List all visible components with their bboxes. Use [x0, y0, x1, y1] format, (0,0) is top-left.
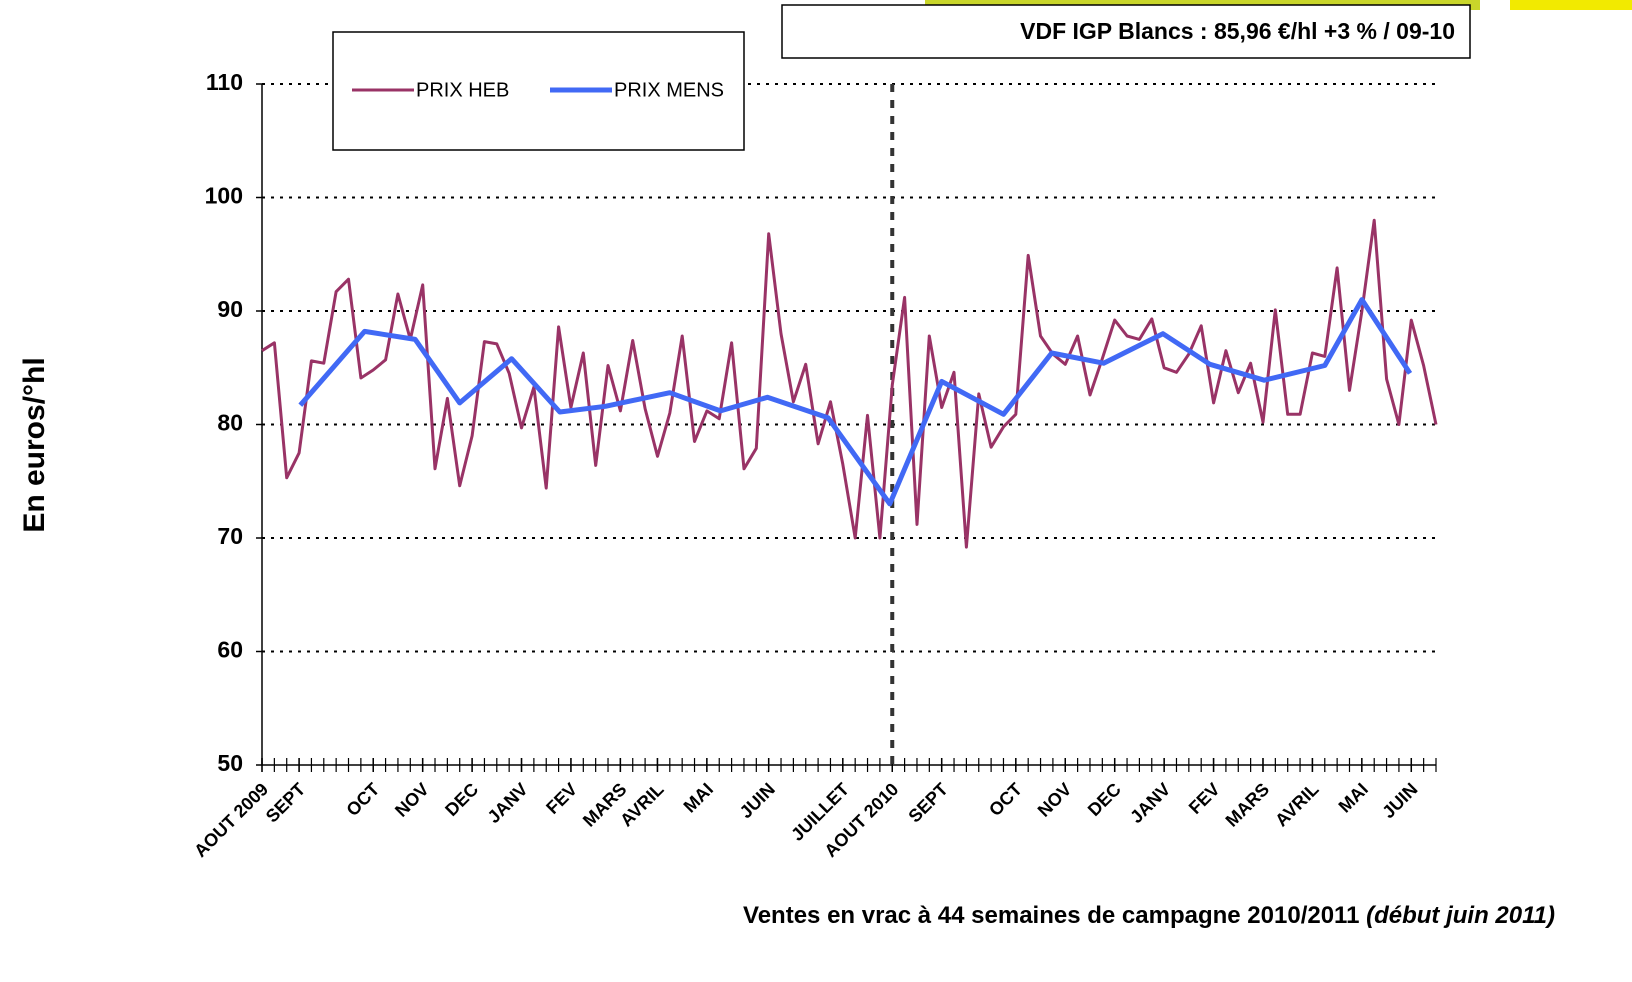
x-tick-label: SEPT [904, 779, 951, 826]
x-tick-label: NOV [391, 779, 433, 821]
x-axis-label-note: (début juin 2011) [1366, 902, 1555, 929]
x-tick-label: FEV [1185, 779, 1224, 818]
x-tick-label: FEV [542, 779, 581, 818]
y-tick-label: 90 [217, 296, 243, 322]
x-tick-label: MAI [1335, 779, 1372, 816]
annotation-box [781, 4, 1471, 59]
x-tick-label: OCT [342, 779, 383, 820]
x-tick-label: MARS [1222, 779, 1274, 831]
x-tick-label: AOUT 2009 [190, 779, 272, 861]
legend-label: PRIX MENS [614, 79, 724, 101]
annotation: VDF IGP Blancs : 85,96 €/hl +3 % / 09-10 [1020, 18, 1455, 44]
x-axis-label-main: Ventes en vrac à 44 semaines de campagne… [743, 902, 1359, 929]
series-line [261, 218, 1438, 549]
x-tick-label: DEC [441, 779, 482, 820]
x-tick-label: JUIN [1378, 779, 1421, 822]
x-tick-label: SEPT [262, 779, 309, 826]
y-tick-label: 60 [217, 637, 243, 663]
x-tick-label: DEC [1084, 779, 1125, 820]
y-tick-label: 80 [217, 410, 243, 436]
x-axis-label: Ventes en vrac à 44 semaines de campagne… [743, 902, 1555, 929]
x-tick-label: JUIN [736, 779, 779, 822]
y-tick-label: 50 [217, 750, 243, 776]
x-tick-label: OCT [985, 779, 1026, 820]
x-tick-label: NOV [1034, 779, 1076, 821]
x-tick-label: JANV [1126, 779, 1174, 827]
y-tick-label: 70 [217, 523, 243, 549]
legend-label: PRIX HEB [416, 79, 509, 101]
x-tick-label: MAI [680, 779, 717, 816]
y-tick-label: 110 [206, 69, 243, 95]
x-tick-label: AVRIL [1271, 779, 1322, 830]
y-axis-label: En euros/°hl [18, 357, 51, 532]
series-line [298, 297, 1413, 507]
x-tick-label: JANV [484, 779, 532, 827]
decor-bar [1510, 0, 1632, 10]
y-tick-label: 100 [205, 183, 243, 209]
legend: PRIX HEB PRIX MENS [352, 79, 724, 101]
